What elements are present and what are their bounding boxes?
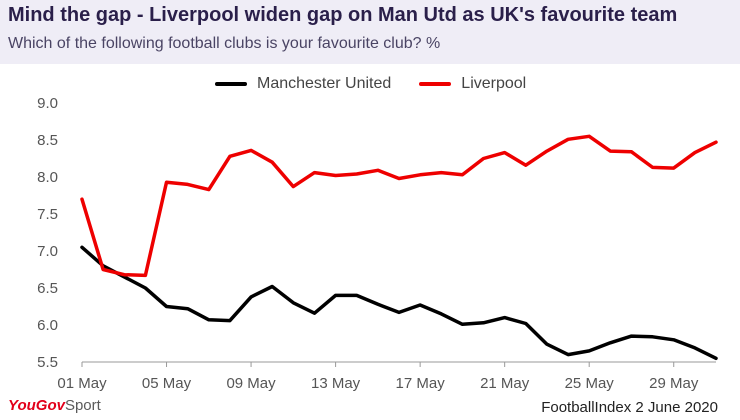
chart-header: Mind the gap - Liverpool widen gap on Ma… bbox=[0, 0, 740, 64]
y-tick-label: 9.0 bbox=[37, 95, 58, 112]
x-tick-label: 29 May bbox=[649, 375, 699, 392]
legend-label-liverpool: Liverpool bbox=[461, 75, 527, 92]
x-tick-label: 05 May bbox=[142, 375, 192, 392]
chart-title: Mind the gap - Liverpool widen gap on Ma… bbox=[8, 4, 678, 26]
source-note: FootballIndex 2 June 2020 bbox=[541, 399, 718, 416]
brand-yougov: YouGov bbox=[8, 397, 65, 414]
y-tick-label: 5.5 bbox=[37, 354, 58, 371]
x-tick-label: 25 May bbox=[565, 375, 615, 392]
y-tick-label: 8.0 bbox=[37, 169, 58, 186]
y-tick-label: 7.5 bbox=[37, 206, 58, 223]
chart-legend: Manchester United Liverpool bbox=[215, 74, 554, 94]
chart-subtitle: Which of the following football clubs is… bbox=[8, 35, 441, 52]
series-line-liverpool bbox=[80, 134, 718, 278]
x-tick-label: 17 May bbox=[396, 375, 446, 392]
y-tick-label: 7.0 bbox=[37, 243, 58, 260]
series-line-manchester-united bbox=[80, 245, 718, 361]
y-tick-label: 8.5 bbox=[37, 132, 58, 149]
legend-label-manchester-united: Manchester United bbox=[257, 75, 392, 92]
x-tick-label: 13 May bbox=[311, 375, 361, 392]
y-tick-label: 6.0 bbox=[37, 317, 58, 334]
legend-item-liverpool: Liverpool bbox=[419, 75, 526, 93]
legend-swatch-liverpool bbox=[419, 82, 452, 86]
y-tick-label: 6.5 bbox=[37, 280, 58, 297]
brand-sport: Sport bbox=[64, 397, 101, 414]
legend-swatch-manchester-united bbox=[215, 82, 247, 86]
x-tick-label: 09 May bbox=[226, 375, 276, 392]
legend-item-manchester-united: Manchester United bbox=[215, 75, 391, 93]
x-tick-label: 01 May bbox=[57, 375, 107, 392]
yougov-sport-logo: YouGovSport bbox=[8, 397, 101, 414]
x-tick-label: 21 May bbox=[480, 375, 530, 392]
